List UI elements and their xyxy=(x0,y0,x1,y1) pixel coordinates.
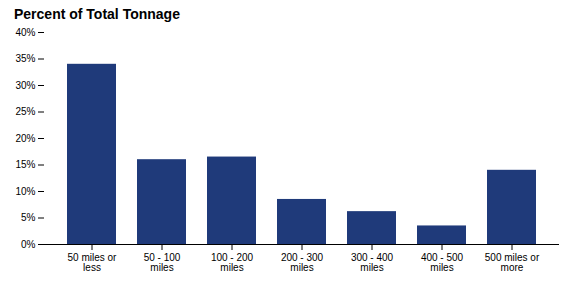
svg-text:40%: 40% xyxy=(15,27,35,38)
svg-text:400 - 500miles: 400 - 500miles xyxy=(421,252,464,273)
svg-text:300 - 400miles: 300 - 400miles xyxy=(351,252,394,273)
svg-text:20%: 20% xyxy=(15,133,35,144)
svg-text:25%: 25% xyxy=(15,106,35,117)
svg-text:5%: 5% xyxy=(21,212,36,223)
svg-text:10%: 10% xyxy=(15,186,35,197)
svg-text:0%: 0% xyxy=(21,239,36,250)
html-text:Percent of Total Tonnage: Percent of Total Tonnage xyxy=(14,6,180,22)
svg-text:30%: 30% xyxy=(15,80,35,91)
svg-text:15%: 15% xyxy=(15,159,35,170)
svg-text:100 - 200miles: 100 - 200miles xyxy=(211,252,254,273)
svg-text:50 miles orless: 50 miles orless xyxy=(68,252,118,273)
svg-text:500 miles ormore: 500 miles ormore xyxy=(485,252,540,273)
svg-text:50 - 100miles: 50 - 100miles xyxy=(144,252,181,273)
svg-text:200 - 300miles: 200 - 300miles xyxy=(281,252,324,273)
svg-text:35%: 35% xyxy=(15,53,35,64)
